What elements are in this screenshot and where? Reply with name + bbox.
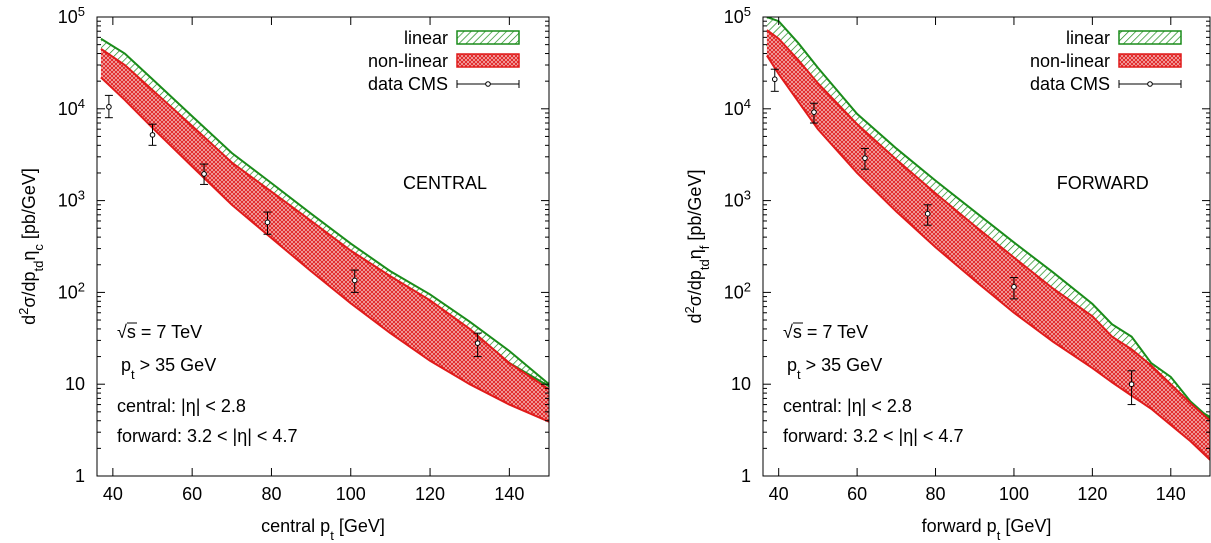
data-point xyxy=(770,68,779,92)
x-tick-label: 100 xyxy=(999,484,1029,504)
legend-label: linear xyxy=(404,28,448,48)
data-point xyxy=(860,147,869,170)
legend-swatch xyxy=(456,30,520,45)
y-tick-label: 104 xyxy=(724,95,751,119)
y-tick-label: 105 xyxy=(724,4,751,28)
y-tick-label: 102 xyxy=(724,279,751,303)
annotation-text: forward: 3.2 < |η| < 4.7 xyxy=(117,426,297,446)
x-axis-label: forward pt [GeV] xyxy=(922,516,1052,543)
x-tick-label: 120 xyxy=(415,484,445,504)
data-point xyxy=(1009,277,1018,300)
y-axis-label: d2σ/dptdηf [pb/GeV] xyxy=(682,170,712,324)
band-non-linear xyxy=(766,30,1210,460)
annotation-text: pt > 35 GeV xyxy=(787,355,882,382)
legend-marker xyxy=(1147,81,1153,87)
legend-label: non-linear xyxy=(1030,51,1110,71)
band-upper-edge xyxy=(100,37,549,385)
y-tick-label: 103 xyxy=(724,187,751,211)
band-linear xyxy=(766,17,1210,419)
x-tick-label: 60 xyxy=(847,484,867,504)
band-non-linear xyxy=(100,48,549,422)
band-lower-edge xyxy=(766,55,1210,461)
x-tick-label: 140 xyxy=(1156,484,1186,504)
panel-forward: 40 60 80 100 120 140 1 10 102 103 104 105 forward pt… xyxy=(682,4,1211,543)
plot-area xyxy=(100,37,549,423)
y-tick-label: 10 xyxy=(65,374,85,394)
annotation-text: pt > 35 GeV xyxy=(121,355,216,382)
legend-label: linear xyxy=(1066,28,1110,48)
x-tick-label: 140 xyxy=(494,484,524,504)
legend-marker xyxy=(485,81,491,87)
plot-frame xyxy=(762,16,1211,477)
data-point xyxy=(923,204,932,226)
panel-central: 40 60 80 100 120 140 1 10 102 103 104 105 central pt… xyxy=(16,4,550,543)
data-point xyxy=(104,94,113,119)
data-point xyxy=(1127,370,1136,406)
x-tick-label: 60 xyxy=(182,484,202,504)
band-upper-edge xyxy=(766,29,1210,422)
panel-label: FORWARD xyxy=(1057,173,1149,193)
legend: linear non-linear data CMS xyxy=(1030,28,1182,94)
annotation-text: √s = 7 TeV xyxy=(117,322,202,342)
legend-label: non-linear xyxy=(368,51,448,71)
y-tick-label: 102 xyxy=(58,279,85,303)
band-upper-edge xyxy=(100,48,549,391)
data-point xyxy=(473,332,482,358)
y-tick-label: 1 xyxy=(75,466,85,486)
band-upper-edge xyxy=(766,17,1210,420)
y-tick-label: 10 xyxy=(731,374,751,394)
annotation-text: forward: 3.2 < |η| < 4.7 xyxy=(783,426,963,446)
data-point xyxy=(200,163,209,185)
x-tick-label: 120 xyxy=(1077,484,1107,504)
legend-label: data CMS xyxy=(368,74,448,94)
y-tick-label: 103 xyxy=(58,187,85,211)
x-axis-label: central pt [GeV] xyxy=(261,516,385,543)
legend-swatch xyxy=(1118,53,1182,68)
x-tick-label: 80 xyxy=(926,484,946,504)
annotation-text: central: |η| < 2.8 xyxy=(783,396,912,416)
x-tick-label: 40 xyxy=(103,484,123,504)
y-tick-label: 1 xyxy=(741,466,751,486)
x-tick-label: 100 xyxy=(336,484,366,504)
legend-label: data CMS xyxy=(1030,74,1110,94)
legend-swatch xyxy=(1118,30,1182,45)
data-point xyxy=(350,269,359,293)
data-point xyxy=(263,211,272,235)
legend-swatch xyxy=(456,53,520,68)
y-axis-label: d2σ/dptdηc [pb/GeV] xyxy=(16,168,46,325)
data-point xyxy=(148,123,157,146)
annotation-text: central: |η| < 2.8 xyxy=(117,396,246,416)
annotation-text: √s = 7 TeV xyxy=(783,322,868,342)
plot-area xyxy=(766,17,1210,461)
x-tick-label: 80 xyxy=(261,484,281,504)
plot-frame xyxy=(96,16,550,477)
x-tick-label: 40 xyxy=(769,484,789,504)
y-tick-label: 104 xyxy=(58,95,85,119)
panel-label: CENTRAL xyxy=(403,173,487,193)
data-point xyxy=(809,102,818,124)
y-tick-label: 105 xyxy=(58,4,85,28)
legend: linear non-linear data CMS xyxy=(368,28,520,94)
